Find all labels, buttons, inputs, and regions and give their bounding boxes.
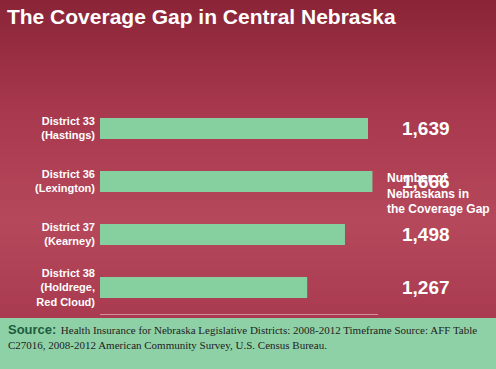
svg-text:District 33(Hastings): District 33(Hastings): [41, 115, 95, 141]
svg-text:1,666: 1,666: [402, 171, 450, 192]
svg-text:Number ofNebraskans inthe Cove: Number ofNebraskans inthe Coverage Gap: [387, 171, 490, 216]
svg-text:1,267: 1,267: [402, 277, 450, 298]
svg-text:District 36(Lexington): District 36(Lexington): [35, 168, 95, 194]
svg-text:1,498: 1,498: [402, 224, 450, 245]
svg-text:District 37(Kearney): District 37(Kearney): [42, 221, 96, 247]
svg-text:District 38(Holdrege,Red Cloud: District 38(Holdrege,Red Cloud): [36, 267, 95, 308]
svg-text:The Coverage Gap in Central Ne: The Coverage Gap in Central Nebraska: [7, 5, 396, 28]
svg-text:1,639: 1,639: [402, 118, 450, 139]
html-text:Source: Health Insurance for N: Source: Health Insurance for Nebraska Le…: [8, 322, 478, 351]
